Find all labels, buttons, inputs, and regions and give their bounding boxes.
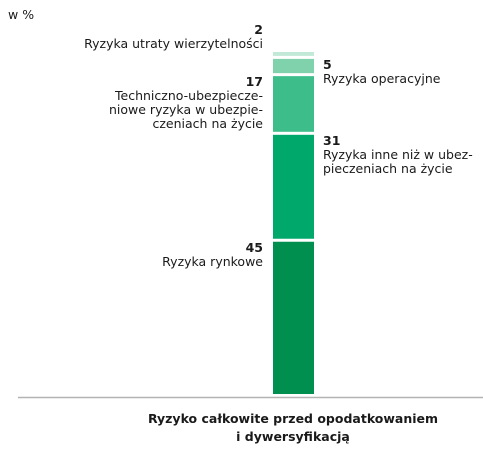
series-label: niowe ryzyka w ubezpie- — [109, 102, 263, 117]
series-label: Ryzyka operacyjne — [323, 71, 441, 86]
series-label: czeniach na życie — [153, 116, 264, 131]
x-tick-label: i dywersyfikacją — [236, 429, 350, 444]
value-label: 2 — [254, 22, 263, 37]
value-label: 5 — [323, 57, 332, 72]
bar-segment — [273, 52, 314, 56]
series-label: Ryzyka rynkowe — [162, 254, 263, 269]
series-label: Techniczno-ubezpiecze- — [114, 88, 263, 103]
value-label: 17 — [246, 74, 263, 89]
series-label: Ryzyka inne niż w ubez- — [323, 147, 473, 162]
x-tick-label: Ryzyko całkowite przed opodatkowaniem — [148, 411, 438, 426]
value-label: 31 — [323, 133, 340, 148]
series-label: pieczeniach na życie — [323, 161, 453, 176]
bar-segment — [273, 241, 314, 394]
bar-segment — [273, 58, 314, 74]
bar-segment — [273, 134, 314, 239]
series-label: Ryzyka utraty wierzytelności — [84, 36, 263, 51]
bar-segment — [273, 76, 314, 132]
value-label: 45 — [246, 240, 263, 255]
y-axis-label: w % — [8, 7, 34, 22]
